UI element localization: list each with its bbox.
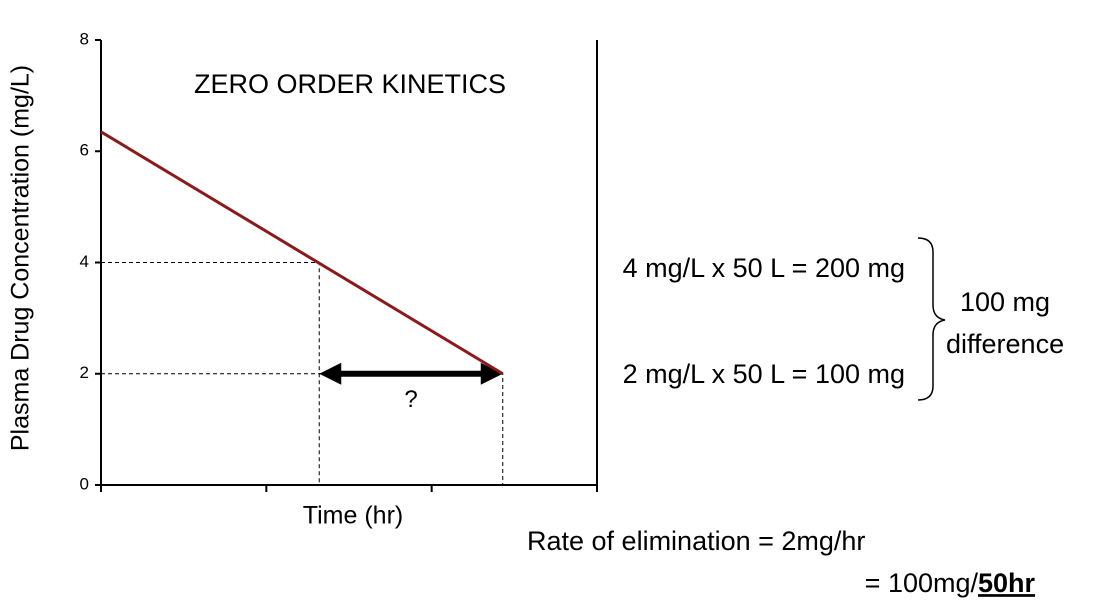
y-tick-label: 0	[80, 474, 89, 493]
y-axis-label: Plasma Drug Concentration (mg/L)	[7, 65, 35, 451]
y-tick-label: 2	[80, 363, 89, 382]
arrow-head	[319, 362, 342, 385]
rate-text: = 100mg/	[865, 568, 979, 598]
difference-label: difference	[946, 329, 1064, 359]
y-tick-label: 4	[80, 252, 89, 271]
equation: 2 mg/L x 50 L = 100 mg	[623, 359, 905, 389]
difference-label: 100 mg	[960, 287, 1050, 317]
data-line	[100, 130, 504, 376]
brace	[917, 237, 946, 401]
arrow-label: ?	[404, 386, 417, 413]
y-tick-label: 6	[80, 141, 89, 160]
y-tick-label: 8	[80, 29, 89, 48]
guide-line	[101, 373, 504, 485]
x-axis-label: Time (hr)	[303, 502, 403, 530]
arrow-head	[480, 362, 503, 385]
rate-text: Rate of elimination = 2mg/hr	[527, 526, 865, 556]
chart-title: ZERO ORDER KINETICS	[194, 69, 506, 99]
rate-text-bold: 50hr	[978, 568, 1036, 598]
equation: 4 mg/L x 50 L = 200 mg	[623, 253, 905, 283]
